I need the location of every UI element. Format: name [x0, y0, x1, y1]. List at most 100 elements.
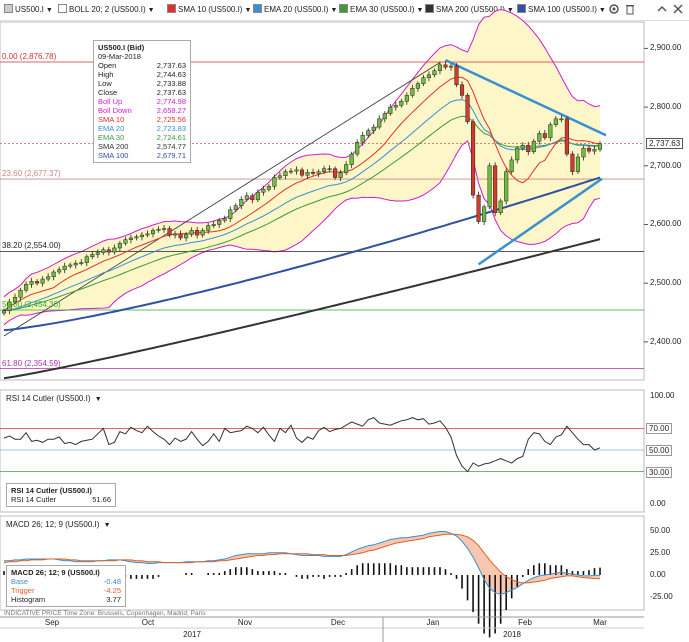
- candle-body: [288, 170, 294, 173]
- macd-label: Base: [11, 577, 29, 586]
- candle-body: [377, 118, 382, 128]
- chevron-down-icon[interactable]: ▼: [147, 7, 155, 14]
- candle-body: [482, 206, 487, 222]
- info-row: Boll Down 2,658.27: [98, 106, 186, 115]
- candle-body: [112, 247, 117, 253]
- candle-body: [46, 276, 51, 280]
- toolbar-item[interactable]: SMA 100 (US500.I) ▼: [517, 4, 606, 14]
- ema20-line: [3, 99, 601, 312]
- candle-body: [117, 243, 122, 249]
- candle-body: [266, 186, 271, 190]
- year-label: 2018: [503, 630, 521, 639]
- close-icon[interactable]: [672, 3, 684, 15]
- candle-body: [73, 262, 78, 266]
- candle-body: [1, 310, 7, 314]
- rsi-box-label: RSI 14 Cutler: [11, 495, 57, 504]
- candle-body: [448, 65, 454, 68]
- toolbar-item[interactable]: SMA 200 (US500.I) ▼: [425, 4, 514, 14]
- macd-value: -0.48: [103, 577, 121, 586]
- candle-body: [404, 95, 409, 102]
- toolbar-item[interactable]: EMA 30 (US500.I) ▼: [339, 4, 423, 14]
- candle-body: [239, 198, 244, 206]
- candle-body: [399, 100, 404, 106]
- candle-body: [189, 230, 194, 235]
- macd-rows: Base -0.48 Trigger -4.25 Histogram 3.77: [11, 577, 121, 604]
- info-label: EMA 20: [98, 124, 125, 133]
- candle-body: [454, 65, 459, 86]
- macd-tick-label: 0.00: [650, 569, 666, 579]
- support-trendline: [477, 177, 603, 266]
- candle-body: [283, 171, 288, 177]
- series-swatch: [425, 4, 434, 13]
- series-swatch: [58, 4, 67, 13]
- toolbar-item[interactable]: SMA 10 (US500.I) ▼: [167, 4, 251, 14]
- info-rows: Open 2,737.63 High 2,744.63 Low 2,733.88 Close…: [98, 61, 186, 160]
- candle-body: [255, 191, 260, 201]
- fib-level-label: 61.80 (2,354.59): [2, 358, 61, 368]
- candle-body: [211, 224, 216, 226]
- boll-up-line: [3, 8, 601, 298]
- info-label: SMA 10: [98, 115, 125, 124]
- month-tick-label: Nov: [237, 618, 253, 627]
- macd-info-box: MACD 26; 12; 9 (US500.I) Base -0.48 Trigge…: [6, 565, 126, 607]
- macd-panel-title[interactable]: MACD 26; 12; 9 (US500.I) ▼: [6, 520, 111, 529]
- chevron-down-icon[interactable]: ▼: [244, 7, 252, 14]
- rsi-panel-title[interactable]: RSI 14 Cutler (US500.I) ▼: [6, 394, 102, 403]
- toolbar-item-label: US500.I: [15, 5, 44, 14]
- candle-body: [206, 225, 211, 231]
- month-tick-label: Feb: [518, 618, 532, 627]
- toolbar-item[interactable]: US500.I ▼: [4, 4, 53, 14]
- fib-level-label: 0.00 (2,876.78): [2, 52, 57, 62]
- toolbar-item-label: SMA 10 (US500.I): [178, 5, 243, 14]
- macd-value: 3.77: [106, 595, 121, 604]
- candle-body: [277, 175, 282, 178]
- chevron-down-icon[interactable]: ▼: [45, 7, 53, 14]
- chevron-down-icon[interactable]: ▼: [416, 7, 424, 14]
- toolbar-item[interactable]: EMA 20 (US500.I) ▼: [253, 4, 337, 14]
- info-label: Open: [98, 61, 117, 70]
- chevron-down-icon[interactable]: ▼: [598, 7, 606, 14]
- candle-body: [476, 194, 481, 222]
- candle-body: [415, 83, 420, 89]
- info-value: 2,679.71: [156, 151, 186, 160]
- info-value: 2,737.63: [156, 88, 186, 97]
- candle-body: [504, 171, 509, 202]
- month-tick-label: Sep: [44, 618, 60, 627]
- info-label: Boll Up: [98, 97, 123, 106]
- info-value: 2,737.63: [156, 61, 186, 70]
- price-tick-label: 2,600.00: [650, 219, 682, 229]
- price-tick-label: 2,900.00: [650, 43, 682, 53]
- resistance-trendline: [444, 59, 607, 137]
- bollinger-band-fill: [4, 9, 600, 325]
- toolbar-item-label: EMA 20 (US500.I): [264, 5, 329, 14]
- candle-body: [344, 164, 349, 174]
- candle-body: [250, 195, 255, 201]
- info-value: 2,658.27: [156, 106, 186, 115]
- candle-body: [228, 209, 233, 219]
- chevron-down-icon[interactable]: ▼: [506, 7, 514, 14]
- year-label: 2017: [183, 630, 201, 639]
- candle-body: [327, 168, 332, 170]
- candle-body: [161, 228, 167, 230]
- candle-body: [465, 95, 470, 123]
- info-value: 2,574.77: [156, 142, 186, 151]
- settings-icon[interactable]: [608, 3, 620, 15]
- candle-body: [95, 252, 100, 255]
- candle-body: [184, 234, 189, 239]
- footer-note: INDICATIVE PRICE Time Zone: Brussels, Co…: [4, 610, 206, 617]
- candle-body: [515, 147, 520, 161]
- macd-row: Trigger -4.25: [11, 586, 121, 595]
- chevron-down-icon[interactable]: ▼: [330, 7, 338, 14]
- month-tick-label: Dec: [330, 618, 346, 627]
- candle-body: [426, 74, 431, 79]
- collapse-icon[interactable]: [656, 3, 668, 15]
- info-label: EMA 30: [98, 133, 125, 142]
- trash-icon[interactable]: [624, 3, 636, 15]
- info-label: SMA 100: [98, 151, 129, 160]
- toolbar-item[interactable]: BOLL 20; 2 (US500.I) ▼: [58, 4, 155, 14]
- candle-body: [299, 169, 305, 176]
- candle-body: [553, 118, 558, 125]
- candle-body: [294, 169, 299, 172]
- candle-body: [310, 171, 316, 174]
- candle-body: [393, 105, 398, 108]
